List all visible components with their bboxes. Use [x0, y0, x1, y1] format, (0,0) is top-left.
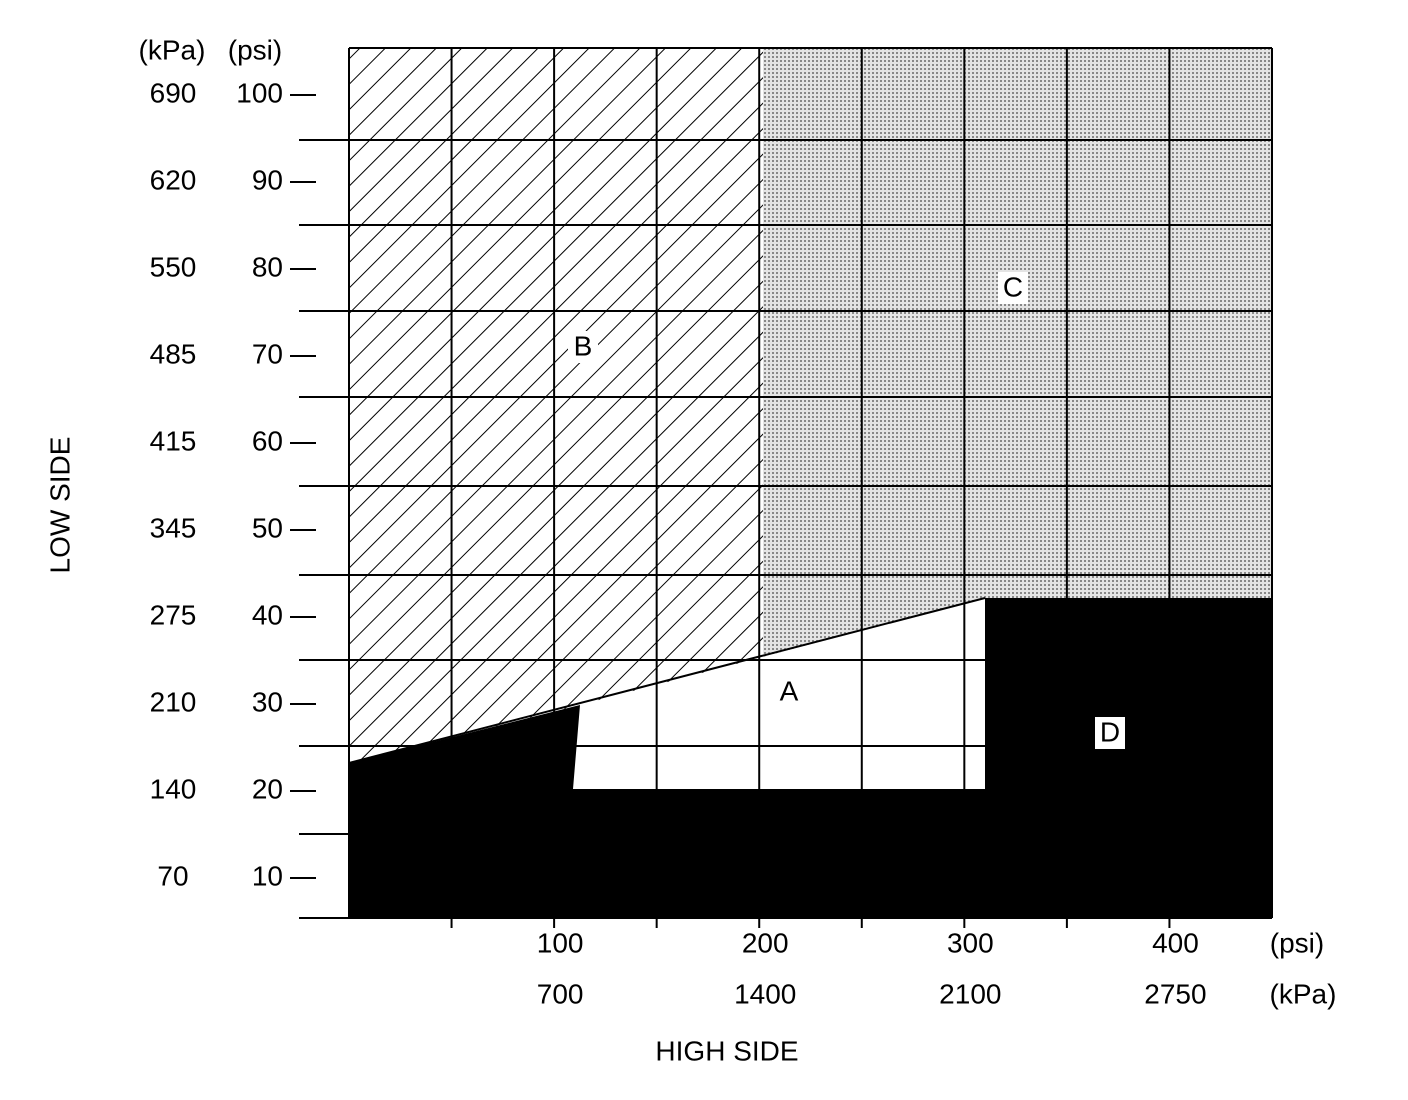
low-tick-kpa: 140: [150, 773, 197, 804]
region-label: A: [780, 675, 799, 706]
high-tick-kpa: 2750: [1144, 978, 1206, 1009]
region-label: D: [1100, 716, 1120, 747]
low-tick-kpa: 620: [150, 164, 197, 195]
low-tick-psi: 10: [252, 860, 283, 891]
high-tick-psi: 200: [742, 927, 789, 958]
high-tick-psi: 400: [1152, 927, 1199, 958]
low-tick-psi: 80: [252, 251, 283, 282]
low-tick-psi: 70: [252, 338, 283, 369]
low-tick-psi: 90: [252, 164, 283, 195]
high-tick-psi: 300: [947, 927, 994, 958]
region-d: [349, 598, 1272, 918]
label-box: [1095, 717, 1125, 749]
high-unit-kpa: (kPa): [1270, 978, 1337, 1009]
low-tick-psi: 30: [252, 686, 283, 717]
high-tick-kpa: 1400: [734, 978, 796, 1009]
low-tick-psi: 100: [236, 77, 283, 108]
low-tick-psi: 60: [252, 425, 283, 456]
high-unit-psi: (psi): [1270, 927, 1324, 958]
low-tick-psi: 40: [252, 599, 283, 630]
low-tick-psi: 20: [252, 773, 283, 804]
low-tick-kpa: 345: [150, 512, 197, 543]
low-tick-kpa: 550: [150, 251, 197, 282]
low-tick-psi: 50: [252, 512, 283, 543]
region-b: [349, 48, 763, 763]
region-label: B: [574, 330, 593, 361]
boundary: [348, 597, 986, 764]
label-box: [998, 272, 1028, 304]
low-tick-kpa: 690: [150, 77, 197, 108]
high-side-title: HIGH SIDE: [655, 1035, 798, 1066]
low-side-title: LOW SIDE: [44, 437, 75, 574]
high-tick-psi: 100: [537, 927, 584, 958]
low-unit-kpa: (kPa): [139, 34, 206, 65]
low-tick-kpa: 210: [150, 686, 197, 717]
label-box: [568, 331, 598, 363]
region-c: [763, 48, 1272, 657]
labels: (kPa) (psi) LOW SIDE (psi) (kPa) HIGH SI…: [44, 34, 1336, 1066]
low-unit-psi: (psi): [228, 34, 282, 65]
low-tick-kpa: 485: [150, 338, 197, 369]
low-tick-kpa: 415: [150, 425, 197, 456]
low-tick-kpa: 275: [150, 599, 197, 630]
high-tick-kpa: 700: [537, 978, 584, 1009]
region-label: C: [1003, 271, 1023, 302]
high-tick-kpa: 2100: [939, 978, 1001, 1009]
low-tick-kpa: 70: [157, 860, 188, 891]
region-a: [573, 598, 985, 789]
